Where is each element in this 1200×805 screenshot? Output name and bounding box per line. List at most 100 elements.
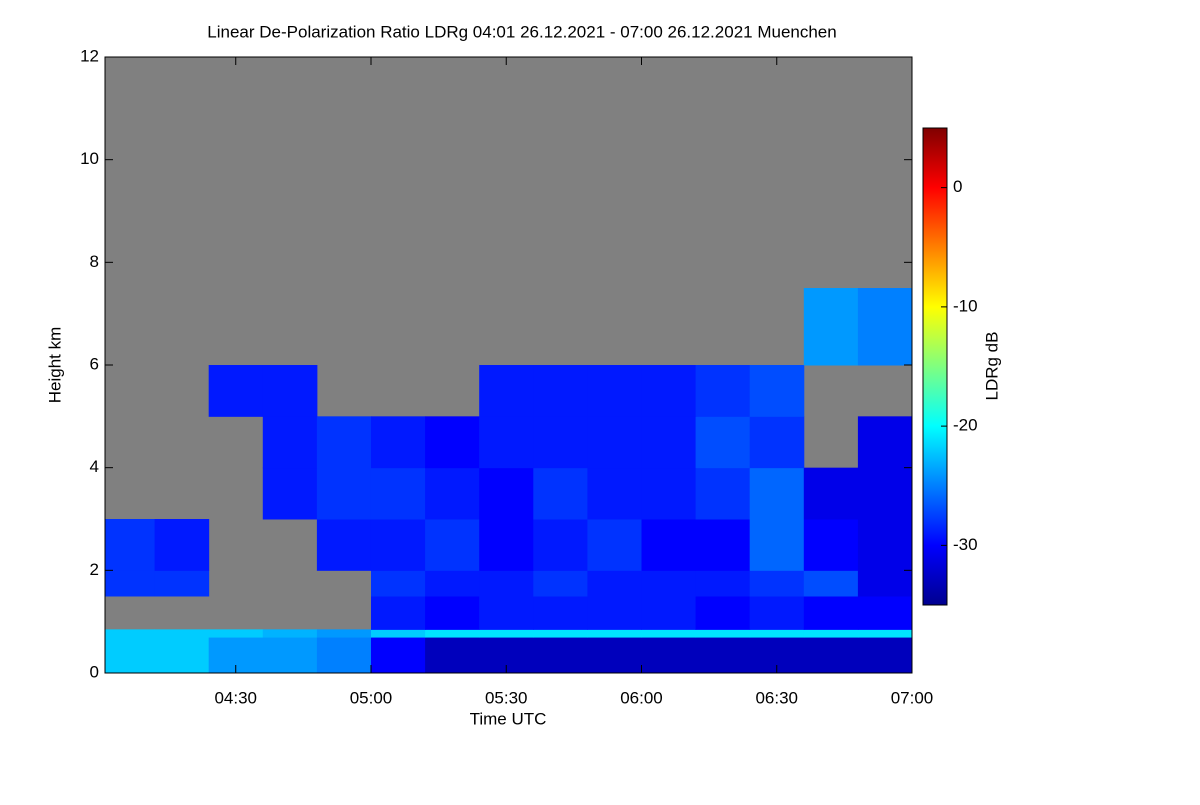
- heatmap-cell: [479, 467, 534, 520]
- heatmap-cell: [533, 629, 588, 638]
- heatmap-cell: [587, 519, 642, 571]
- y-tick-label: 4: [90, 457, 99, 476]
- heatmap-cell: [587, 596, 642, 630]
- x-tick-label: 05:30: [485, 688, 528, 707]
- heatmap-cell: [641, 519, 697, 571]
- heatmap-cell: [749, 629, 805, 638]
- heatmap-cell: [857, 596, 913, 630]
- heatmap-cell: [316, 629, 372, 638]
- heatmap-cell: [479, 629, 534, 638]
- colorbar-tick-label: -20: [953, 416, 978, 435]
- heatmap-cell: [749, 519, 805, 571]
- x-tick-label: 04:30: [214, 688, 257, 707]
- heatmap-cell: [857, 519, 913, 571]
- heatmap-cell: [641, 629, 697, 638]
- heatmap-cell: [370, 629, 426, 638]
- heatmap-cell: [749, 365, 805, 417]
- y-tick-label: 2: [90, 560, 99, 579]
- colorbar-label: LDRg dB: [982, 332, 1001, 401]
- heatmap-cell: [695, 570, 751, 597]
- heatmap-cell: [262, 467, 318, 520]
- heatmap-cell: [641, 467, 697, 520]
- heatmap-cell: [695, 416, 751, 469]
- heatmap-cell: [803, 519, 859, 571]
- heatmap-cell: [695, 365, 751, 417]
- heatmap-cell: [533, 570, 588, 597]
- heatmap-cell: [425, 467, 480, 520]
- y-tick-label: 10: [80, 149, 99, 168]
- heatmap-cell: [425, 416, 480, 469]
- heatmap-cell: [587, 637, 642, 674]
- heatmap-cell: [749, 467, 805, 520]
- heatmap-cell: [695, 637, 751, 674]
- heatmap-cell: [641, 570, 697, 597]
- heatmap-cell: [425, 637, 480, 674]
- heatmap-cell: [479, 519, 534, 571]
- colorbar: [922, 127, 948, 606]
- heatmap-cell: [803, 596, 859, 630]
- x-tick-label: 07:00: [891, 688, 934, 707]
- heatmap-cell: [370, 637, 426, 674]
- heatmap-cell: [370, 416, 426, 469]
- heatmap-cell: [479, 365, 534, 417]
- heatmap-cell: [695, 629, 751, 638]
- heatmap-cell: [587, 365, 642, 417]
- heatmap-cell: [533, 467, 588, 520]
- heatmap-cell: [425, 570, 480, 597]
- heatmap-cell: [479, 416, 534, 469]
- y-tick-label: 0: [90, 662, 99, 681]
- heatmap-cell: [803, 467, 859, 520]
- heatmap-cell: [370, 519, 426, 571]
- heatmap-cell: [803, 629, 859, 638]
- heatmap-cell: [533, 637, 588, 674]
- colorbar-tick-label: -30: [953, 535, 978, 554]
- heatmap-cell: [316, 519, 372, 571]
- heatmap-cell: [641, 637, 697, 674]
- heatmap-cell: [154, 637, 210, 674]
- y-tick-label: 6: [90, 354, 99, 373]
- heatmap-cell: [370, 467, 426, 520]
- x-tick-label: 06:00: [620, 688, 663, 707]
- chart-title: Linear De-Polarization Ratio LDRg 04:01 …: [207, 22, 836, 41]
- heatmap-cell: [857, 416, 913, 469]
- heatmap-cell: [316, 416, 372, 469]
- heatmap-cell: [695, 519, 751, 571]
- heatmap-cell: [857, 288, 913, 366]
- heatmap-cell: [695, 467, 751, 520]
- colorbar-tick-label: 0: [953, 177, 962, 196]
- heatmap-cell: [316, 637, 372, 674]
- heatmap-cell: [208, 629, 264, 638]
- colorbar-tick-label: -10: [953, 296, 978, 315]
- heatmap-cell: [857, 467, 913, 520]
- y-tick-label: 8: [90, 252, 99, 271]
- heatmap-cell: [749, 596, 805, 630]
- heatmap-cell: [154, 570, 210, 597]
- heatmap-cell: [370, 570, 426, 597]
- heatmap-cell: [105, 519, 156, 571]
- heatmap-cell: [208, 365, 264, 417]
- heatmap-cell: [533, 365, 588, 417]
- heatmap-cell: [587, 416, 642, 469]
- x-tick-label: 06:30: [755, 688, 798, 707]
- heatmap-cell: [587, 467, 642, 520]
- heatmap-cell: [262, 637, 318, 674]
- heatmap-cell: [533, 519, 588, 571]
- heatmap-cell: [695, 596, 751, 630]
- heatmap-cell: [425, 596, 480, 630]
- heatmap-cell: [857, 637, 913, 674]
- heatmap-cell: [857, 570, 913, 597]
- heatmap-cell: [370, 596, 426, 630]
- heatmap-cell: [587, 629, 642, 638]
- heatmap-cell: [533, 416, 588, 469]
- heatmap-cell: [105, 570, 156, 597]
- heatmap-cell: [641, 596, 697, 630]
- y-axis-label: Height km: [45, 327, 64, 404]
- heatmap-cell: [749, 570, 805, 597]
- x-tick-label: 05:00: [350, 688, 393, 707]
- y-tick-label: 12: [80, 46, 99, 65]
- heatmap-cell: [479, 596, 534, 630]
- heatmap-cell: [803, 570, 859, 597]
- heatmap-cell: [425, 519, 480, 571]
- heatmap-cell: [479, 570, 534, 597]
